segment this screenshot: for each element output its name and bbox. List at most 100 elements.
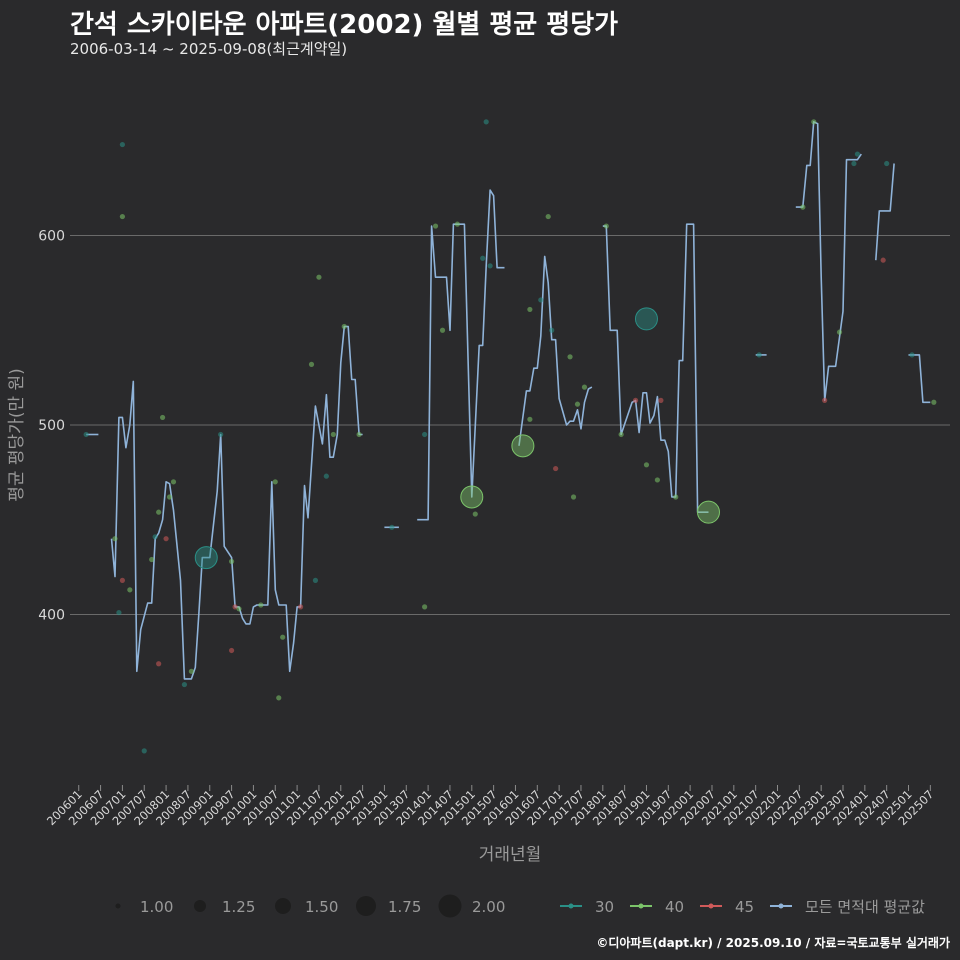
y-tick-label: 400 <box>38 607 65 623</box>
average-price-line <box>602 223 709 513</box>
average-price-line <box>110 325 363 680</box>
point-30 <box>218 431 224 438</box>
point-45 <box>632 397 639 403</box>
point-40 <box>316 274 322 280</box>
point-30 <box>181 681 188 688</box>
legend-size-dot <box>275 898 291 914</box>
average-price-line <box>518 255 593 446</box>
y-tick-label: 600 <box>38 229 65 245</box>
legend-size-dot <box>438 894 462 918</box>
point-40 <box>545 213 551 220</box>
point-30 <box>538 297 544 303</box>
footer-credit: ©디아파트(dapt.kr) / 2025.09.10 / 자료=국토교통부 실… <box>596 936 950 950</box>
points-layer <box>83 119 937 754</box>
point-40 <box>570 494 577 500</box>
point-40 <box>276 695 282 701</box>
point-40 <box>460 485 484 509</box>
legend-size-dot <box>115 903 121 909</box>
axis-layer: 4005006002006012006072007012007072008012… <box>38 229 936 829</box>
point-40 <box>454 221 460 227</box>
point-45 <box>822 397 828 403</box>
legend-dot-key <box>778 903 784 909</box>
point-30 <box>483 119 489 125</box>
legend-series-label: 30 <box>595 898 614 916</box>
point-40 <box>258 602 264 608</box>
point-30 <box>389 524 395 530</box>
point-45 <box>119 577 126 583</box>
point-45 <box>228 647 235 654</box>
point-30 <box>487 263 493 269</box>
point-40 <box>836 329 843 335</box>
legend-size-label: 2.00 <box>472 898 505 916</box>
point-45 <box>156 661 162 667</box>
point-30 <box>141 748 147 754</box>
point-45 <box>553 465 559 472</box>
average-price-line <box>908 354 931 404</box>
point-40 <box>527 416 533 422</box>
point-40 <box>696 500 720 524</box>
point-40 <box>603 223 609 229</box>
page-subtitle: 2006-03-14 ~ 2025-09-08(최근계약일) <box>70 40 348 58</box>
point-30 <box>909 352 915 358</box>
point-40 <box>439 327 446 333</box>
point-45 <box>658 397 664 403</box>
point-40 <box>156 509 162 515</box>
point-30 <box>756 352 762 358</box>
point-40 <box>127 587 133 593</box>
point-40 <box>280 634 286 640</box>
legend-size-dot <box>356 896 376 916</box>
legend-size-dot <box>194 900 206 912</box>
legend: 1.00 1.25 1.50 1.75 2.00 30 40 45 모든 면적대 평균값 <box>115 894 925 918</box>
legend-size-label: 1.00 <box>140 898 173 916</box>
point-40 <box>618 431 624 438</box>
point-30 <box>119 141 126 148</box>
point-40 <box>800 204 806 210</box>
point-45 <box>297 604 304 610</box>
point-30 <box>422 431 428 438</box>
point-40 <box>159 414 166 421</box>
point-30 <box>884 160 890 167</box>
point-40 <box>654 477 660 483</box>
point-40 <box>356 431 362 438</box>
point-30 <box>323 473 329 479</box>
point-40 <box>511 434 535 458</box>
point-40 <box>567 354 573 360</box>
x-axis-title: 거래년월 <box>479 845 542 865</box>
point-40 <box>472 511 478 517</box>
point-40 <box>931 399 937 405</box>
page-title: 간석 스카이타운 아파트(2002) 월별 평균 평당가 <box>70 10 619 40</box>
point-30 <box>854 151 861 157</box>
legend-dot-key <box>638 903 644 909</box>
point-45 <box>232 604 238 610</box>
point-30 <box>83 431 89 438</box>
point-40 <box>581 384 588 390</box>
point-40 <box>272 479 278 485</box>
point-40 <box>574 401 581 407</box>
point-40 <box>228 558 235 565</box>
point-40 <box>330 431 336 438</box>
y-axis-title: 평균 평당가(만 원) <box>7 368 27 502</box>
y-tick-label: 500 <box>38 418 65 434</box>
legend-series-label: 45 <box>735 898 754 916</box>
point-30 <box>549 327 555 333</box>
point-40 <box>673 494 679 500</box>
point-40 <box>643 462 650 468</box>
legend-series-label: 40 <box>665 898 684 916</box>
point-40 <box>308 361 315 367</box>
point-30 <box>194 546 218 570</box>
legend-series-label: 모든 면적대 평균값 <box>805 898 925 916</box>
point-40 <box>527 306 533 313</box>
point-40 <box>166 494 173 500</box>
point-30 <box>312 577 319 583</box>
legend-size-label: 1.50 <box>305 898 338 916</box>
point-30 <box>116 609 122 616</box>
point-30 <box>480 255 486 261</box>
point-45 <box>880 257 886 263</box>
average-price-line <box>875 163 895 261</box>
grid-layer <box>70 235 950 615</box>
point-40 <box>188 668 195 674</box>
point-45 <box>163 536 169 542</box>
point-40 <box>112 536 118 542</box>
point-40 <box>341 323 347 330</box>
